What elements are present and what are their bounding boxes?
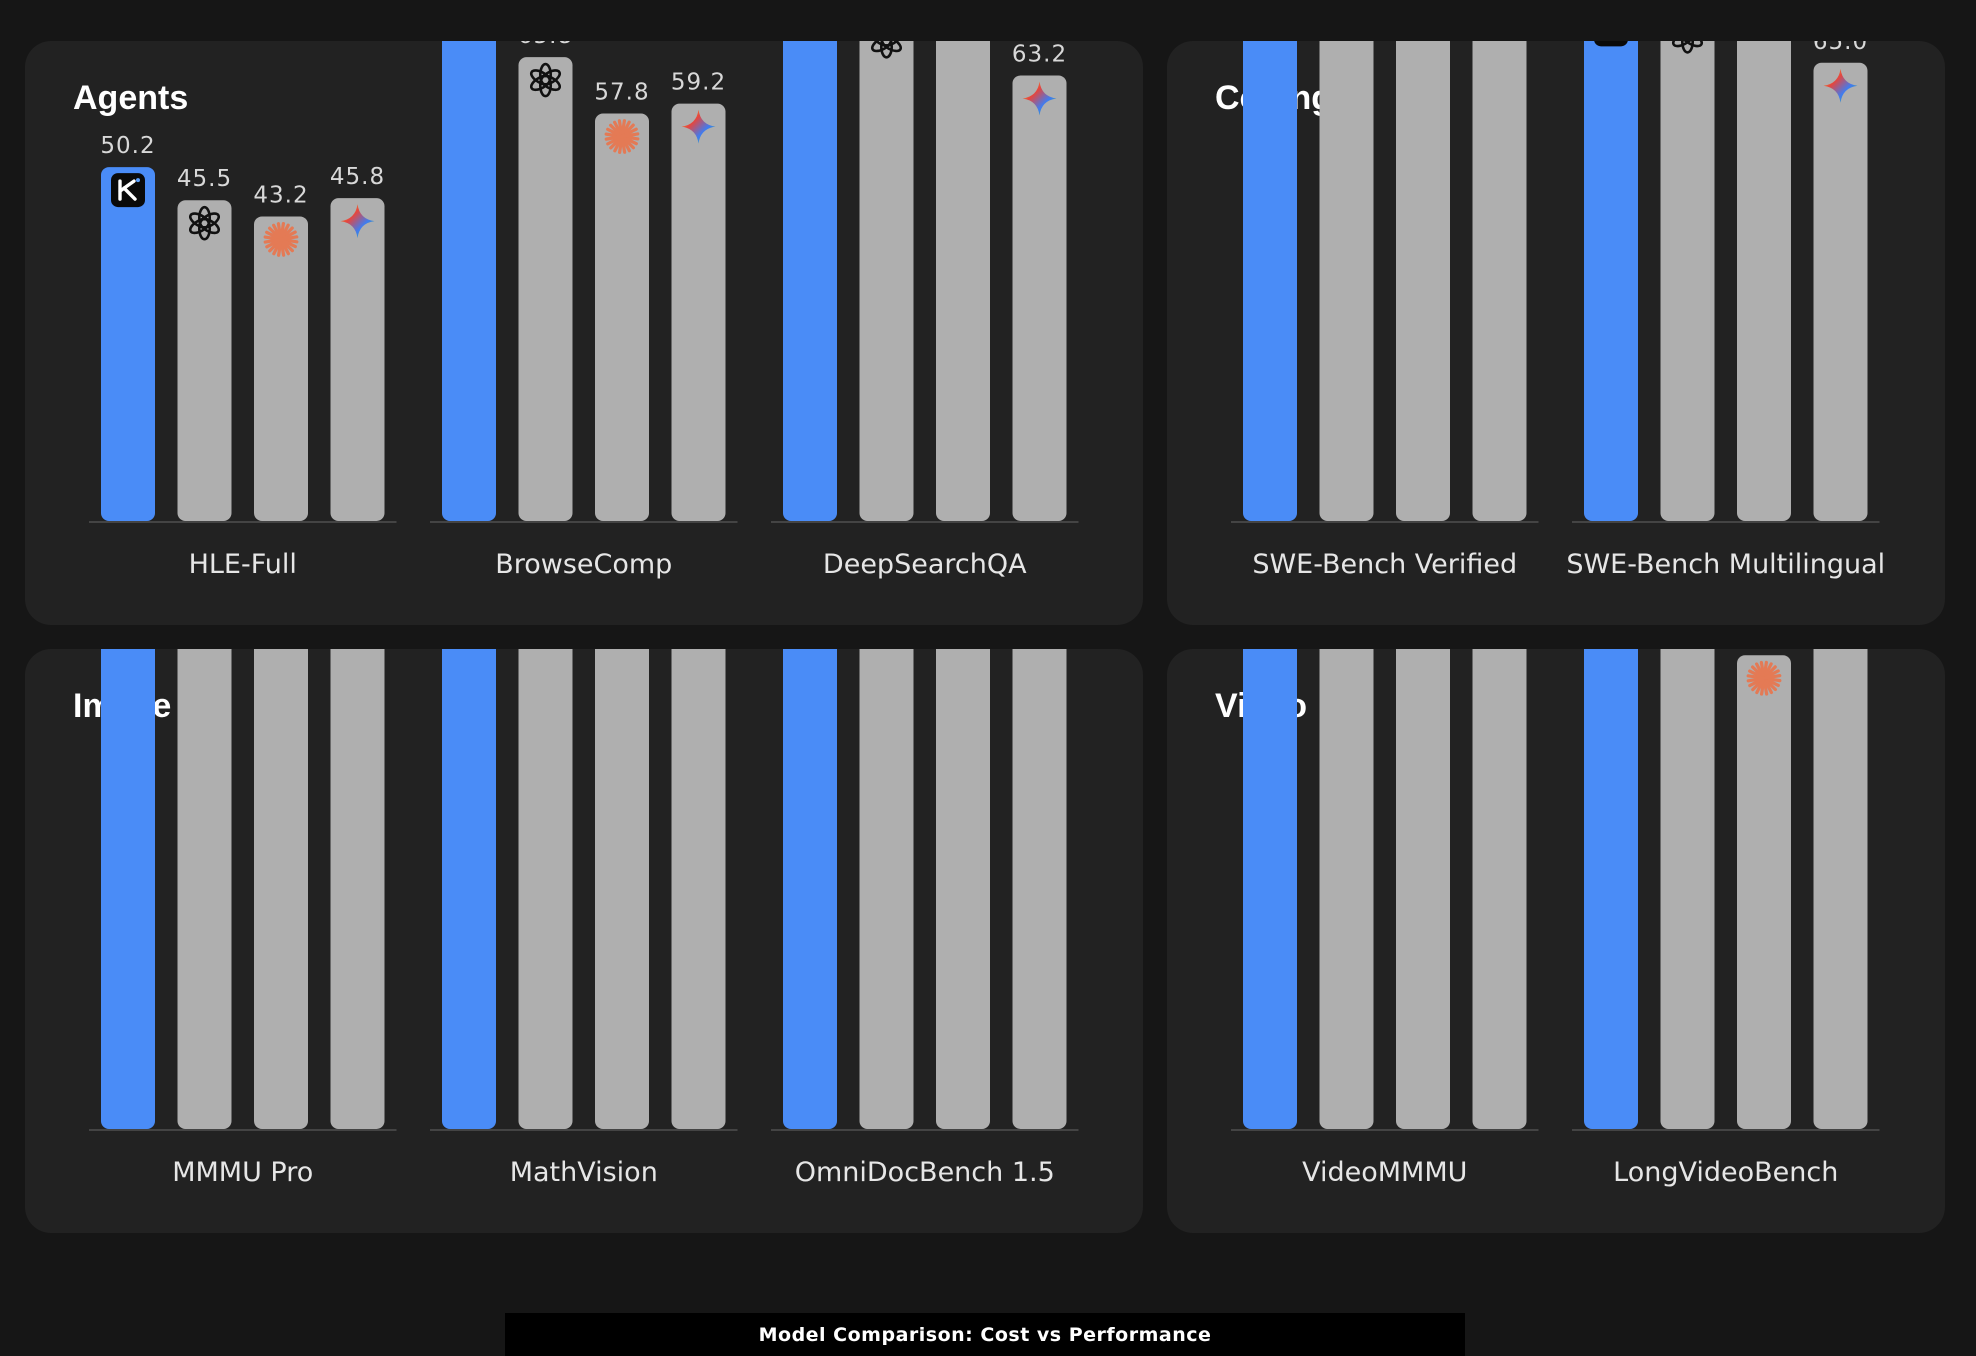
bar-claude [254,216,308,521]
bar-gemini [671,649,726,1129]
benchmark-label: LongVideoBench [1613,1157,1838,1188]
value-label: 45.5 [177,166,232,192]
image-panel: Image 78.579.574.081.0MMMU Pro84.283.077… [25,649,1143,1233]
image-chart: 78.579.574.081.0MMMU Pro84.283.077.186.1… [89,649,1079,1188]
openai-icon [529,62,562,98]
coding-panel: Coding 76.880.080.976.2SWE-Bench Verifie… [1167,41,1945,625]
bar-group: 78.579.574.081.0MMMU Pro [89,649,397,1188]
bar-gemini [1472,649,1527,1129]
value-label: 45.8 [330,164,385,190]
bar-kimi [101,649,155,1129]
benchmark-label: VideoMMMU [1302,1157,1467,1188]
bar-openai [518,57,573,522]
bar-claude [1396,41,1450,521]
bar-group: 86.685.984.487.6VideoMMMU [1231,649,1539,1188]
bar-openai [177,200,232,521]
bar-claude [1396,649,1450,1129]
claude-starburst-icon [604,119,640,154]
benchmark-label: SWE-Bench Multilingual [1566,549,1885,580]
bar-openai [1660,41,1715,521]
value-label: 63.2 [1012,41,1067,67]
gemini-sparkle-icon [1823,68,1858,103]
bar-group: 84.283.077.186.1MathVision [430,649,738,1188]
bar-kimi [783,41,837,521]
bar-claude [595,649,649,1129]
value-label: 50.2 [100,133,155,159]
kimi-k-icon [1594,41,1628,47]
claude-starburst-icon [1746,660,1782,696]
value-label: 59.2 [671,70,726,96]
bar-kimi [1584,649,1638,1129]
bar-openai [1319,41,1374,521]
agents-chart: 50.245.543.245.8HLE-Full74.965.857.859.2… [89,41,1079,580]
bar-claude [936,649,990,1129]
value-label: 65.8 [518,41,573,49]
bar-group: 88.885.787.788.5OmniDocBench 1.5 [771,649,1079,1188]
benchmark-label: BrowseComp [495,549,672,580]
kimi-k-icon [111,173,145,208]
video-chart: 86.685.984.487.6VideoMMMU79.876.567.277.… [1231,649,1880,1188]
bar-kimi [1243,649,1297,1129]
video-panel: Video 86.685.984.487.6VideoMMMU79.876.56… [1167,649,1945,1233]
bar-gemini [671,103,726,521]
bar-gemini [1012,649,1067,1129]
gemini-sparkle-icon [340,204,375,239]
agents-panel: Agents 50.245.543.245.8HLE-Full74.965.85… [25,41,1143,625]
bar-claude [254,649,308,1129]
bar-claude [595,113,649,521]
agents-title: Agents [73,79,189,117]
bar-group: 76.880.080.976.2SWE-Bench Verified [1231,41,1539,580]
bar-kimi [783,649,837,1129]
bar-kimi [101,167,155,521]
value-label: 43.2 [253,182,308,208]
bar-gemini [1813,649,1868,1129]
claude-starburst-icon [263,222,299,257]
bar-openai [1319,649,1374,1129]
openai-icon [1671,41,1704,54]
bar-openai [1660,649,1715,1129]
benchmark-label: OmniDocBench 1.5 [795,1157,1055,1188]
bar-gemini [1472,41,1527,521]
value-label: 65.0 [1813,41,1868,55]
benchmark-label: HLE-Full [189,549,297,580]
bar-openai [177,649,232,1129]
benchmark-label: SWE-Bench Verified [1252,549,1517,580]
benchmark-label: DeepSearchQA [823,549,1027,580]
footer-caption: Model Comparison: Cost vs Performance [505,1313,1465,1356]
bar-gemini [1813,62,1868,521]
bar-gemini [1012,75,1067,521]
bar-claude [936,41,990,521]
bar-openai [859,41,914,521]
bar-claude [1737,41,1791,521]
bar-openai [518,649,573,1129]
openai-icon [870,41,903,59]
gemini-sparkle-icon [1022,81,1057,116]
bar-group: 79.876.567.277.7LongVideoBench [1572,649,1880,1188]
bar-kimi [1584,41,1638,521]
coding-chart: 76.880.080.976.2SWE-Bench Verified73.072… [1231,41,1885,580]
bar-openai [859,649,914,1129]
bar-kimi [442,41,496,521]
bar-kimi [442,649,496,1129]
bar-group: 50.2 45.5 43.2 45.8 HLE-Full [89,133,397,580]
openai-icon [188,205,221,241]
bar-claude [1737,655,1791,1129]
bar-gemini [330,198,385,522]
benchmark-label: MathVision [510,1157,658,1188]
bar-kimi [1243,41,1297,521]
gemini-sparkle-icon [681,109,716,144]
value-label: 57.8 [594,80,649,106]
bar-gemini [330,649,385,1129]
benchmark-label: MMMU Pro [172,1157,313,1188]
